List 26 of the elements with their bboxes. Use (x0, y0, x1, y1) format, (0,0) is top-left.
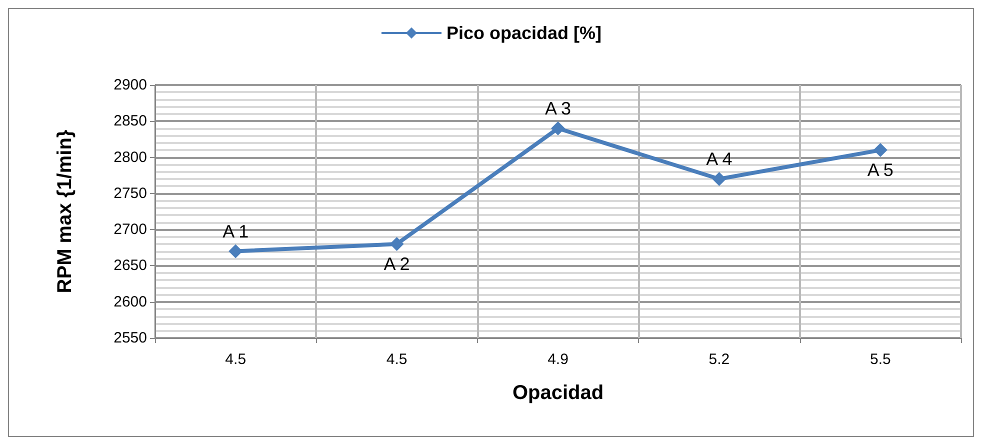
y-axis-title: RPM max {1/min} (54, 130, 76, 294)
legend-label: Pico opacidad [%] (446, 23, 602, 43)
x-tick-label: 4.5 (225, 351, 246, 368)
y-tick-label: 2800 (114, 148, 147, 166)
y-tick-label: 2850 (114, 112, 147, 130)
point (390, 237, 404, 252)
y-tick-label: 2750 (114, 184, 147, 202)
data-label: A 4 (706, 148, 732, 169)
data-label: A 2 (384, 254, 410, 274)
y-tick-label: 2650 (114, 257, 147, 274)
y-tick-label: 2550 (114, 330, 147, 346)
data-label: A 5 (867, 160, 894, 180)
x-tick-label: 4.9 (548, 351, 568, 368)
x-axis-title: Opacidad (512, 382, 604, 404)
point (551, 121, 565, 136)
x-tick-label: 4.5 (386, 351, 408, 368)
point (228, 244, 243, 258)
y-tick-label: 2900 (114, 76, 147, 94)
y-tick-label: 2600 (114, 293, 147, 310)
data-label: A 3 (544, 98, 572, 118)
data-label: A 1 (222, 221, 249, 242)
x-tick-label: 5.2 (708, 351, 730, 368)
x-tick-label: 5.5 (870, 351, 891, 368)
point (873, 143, 888, 158)
point (712, 172, 726, 186)
y-tick-label: 2700 (114, 221, 147, 238)
